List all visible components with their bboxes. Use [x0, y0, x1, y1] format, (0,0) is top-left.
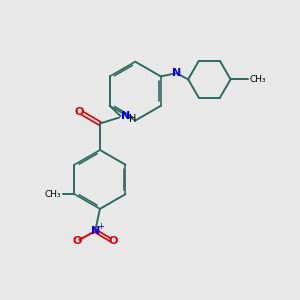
Text: O: O — [109, 236, 118, 246]
Text: O: O — [74, 107, 83, 117]
Text: O: O — [72, 236, 82, 246]
Text: CH₃: CH₃ — [45, 190, 61, 199]
Text: CH₃: CH₃ — [250, 75, 266, 84]
Text: N: N — [121, 111, 130, 121]
Text: -: - — [81, 233, 84, 242]
Text: +: + — [98, 222, 104, 231]
Text: N: N — [172, 68, 182, 78]
Text: N: N — [91, 226, 100, 236]
Text: H: H — [129, 114, 136, 124]
